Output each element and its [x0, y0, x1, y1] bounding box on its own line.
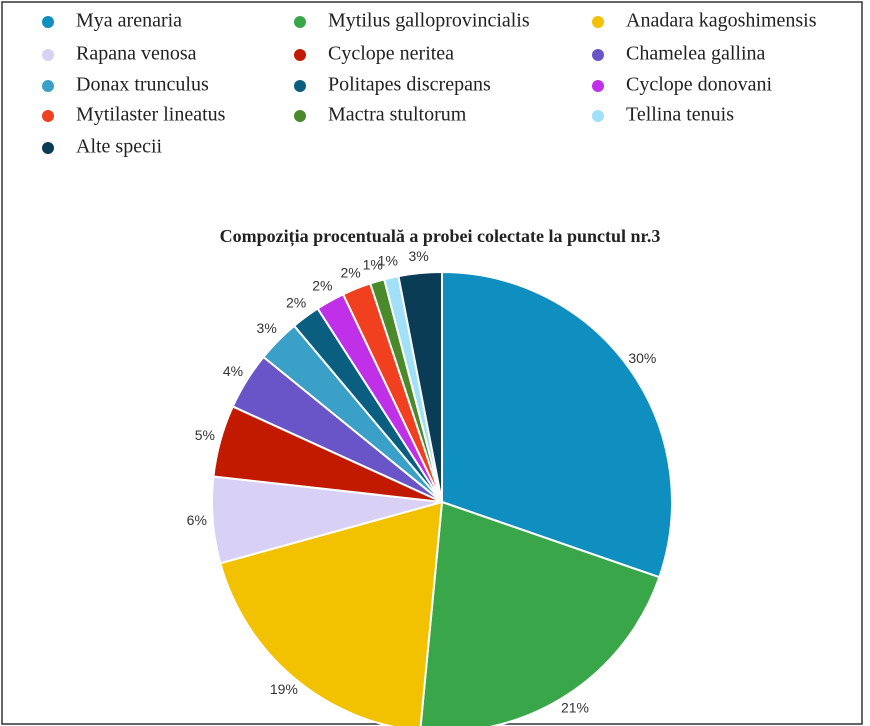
data-label: 2% — [312, 278, 332, 294]
legend-label: Cyclope neritea — [328, 43, 454, 65]
data-label: 3% — [257, 320, 277, 336]
legend-label: Mytilaster lineatus — [76, 104, 226, 126]
legend-label: Mytilus galloprovincialis — [328, 10, 530, 32]
data-label: 1% — [363, 257, 383, 273]
legend-label: Rapana venosa — [76, 43, 197, 65]
data-label: 4% — [223, 363, 243, 379]
data-label: 5% — [195, 427, 215, 443]
legend-label: Politapes discrepans — [328, 74, 491, 96]
data-label: 2% — [286, 295, 306, 311]
data-label: 6% — [187, 512, 207, 528]
legend-label: Alte specii — [76, 136, 163, 158]
legend-label: Chamelea gallina — [626, 43, 766, 65]
data-label: 21% — [561, 700, 589, 716]
legend-swatch — [592, 80, 604, 92]
legend-swatch — [592, 49, 604, 61]
legend-swatch — [42, 49, 54, 61]
legend-swatch — [294, 16, 306, 28]
legend-label: Mactra stultorum — [328, 104, 467, 126]
data-label: 19% — [270, 681, 298, 697]
data-label: 1% — [378, 253, 398, 269]
legend-swatch — [592, 110, 604, 122]
pie-slice — [397, 270, 443, 503]
data-label: 2% — [340, 264, 360, 280]
legend-swatch — [42, 80, 54, 92]
legend-swatch — [294, 49, 306, 61]
legend-label: Tellina tenuis — [626, 104, 734, 126]
legend-label: Mya arenaria — [76, 10, 182, 32]
legend-swatch — [42, 16, 54, 28]
legend-label: Donax trunculus — [76, 74, 209, 96]
data-label: 3% — [408, 248, 428, 264]
pie-slice — [441, 270, 673, 579]
legend-swatch — [294, 80, 306, 92]
legend-swatch — [592, 16, 604, 28]
pie-slice — [219, 500, 444, 726]
legend-swatch — [294, 110, 306, 122]
legend-swatch — [42, 142, 54, 154]
legend-swatch — [42, 110, 54, 122]
data-label: 30% — [628, 350, 656, 366]
chart-title: Compoziția procentuală a probei colectat… — [220, 226, 661, 247]
legend-label: Cyclope donovani — [626, 74, 773, 96]
legend-label: Anadara kagoshimensis — [626, 10, 817, 32]
pie-slice — [419, 500, 661, 726]
